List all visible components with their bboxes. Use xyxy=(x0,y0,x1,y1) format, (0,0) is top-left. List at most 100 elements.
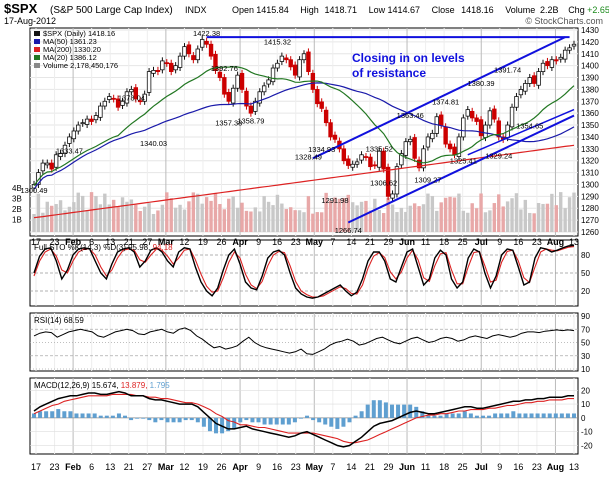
macd-histogram-bar xyxy=(462,411,467,418)
x-tick-label-top: 9 xyxy=(256,237,261,247)
candle-body xyxy=(62,144,68,154)
price-tick-label: 1430 xyxy=(581,26,599,35)
sto-legend: Full STO %K(14,3) %D(3) 95.98, 94.18 xyxy=(34,243,173,252)
candle-body xyxy=(169,62,174,72)
x-tick-label-bottom: 12 xyxy=(179,462,189,472)
x-tick-label-top: 25 xyxy=(458,237,468,247)
candle-body xyxy=(567,47,572,51)
volume-bar xyxy=(364,200,368,232)
quote-label: High xyxy=(300,5,319,15)
volume-bar xyxy=(435,210,439,232)
macd-histogram-bar xyxy=(268,417,273,425)
candle-body xyxy=(394,166,400,195)
volume-bar xyxy=(165,192,169,232)
x-tick-label-top: May xyxy=(306,237,324,247)
candle-body xyxy=(350,163,355,168)
volume-bar xyxy=(470,203,474,232)
x-tick-label-bottom: 29 xyxy=(383,462,393,472)
macd-histogram-bar xyxy=(226,417,231,432)
volume-bar xyxy=(262,196,266,232)
candle-body xyxy=(408,138,413,143)
legend-swatch xyxy=(34,55,40,60)
quote-value: 1418.16 xyxy=(461,5,494,15)
candle-body xyxy=(173,65,178,71)
candle-body xyxy=(399,153,404,166)
volume-bar xyxy=(107,204,111,232)
macd-tick-label: -10 xyxy=(581,428,593,437)
candle-body xyxy=(138,100,143,103)
macd-histogram-bar xyxy=(232,417,237,429)
volume-bar xyxy=(528,212,532,232)
macd-histogram-bar xyxy=(44,411,49,418)
volume-bar xyxy=(204,197,209,232)
price-annotation: 1415.32 xyxy=(264,37,291,46)
x-tick-label-bottom: 23 xyxy=(532,462,542,472)
macd-histogram-bar xyxy=(383,402,388,418)
volume-bar xyxy=(142,206,147,232)
candle-body xyxy=(230,87,236,104)
x-tick-label-bottom: 11 xyxy=(421,462,430,472)
volume-bar xyxy=(381,213,386,232)
x-tick-label-bottom: Feb xyxy=(65,462,82,472)
volume-bar xyxy=(191,192,196,232)
macd-histogram-bar xyxy=(323,417,328,425)
volume-bar xyxy=(443,197,448,232)
macd-histogram-bar xyxy=(468,413,473,418)
macd-histogram-bar xyxy=(414,406,419,418)
candle-body xyxy=(483,124,488,138)
quote-label: Chg xyxy=(568,5,585,15)
volume-bars xyxy=(32,192,576,232)
candle-body xyxy=(226,91,231,102)
macd-histogram-bar xyxy=(159,417,164,421)
legend-label: Volume 2,178,450,176 xyxy=(43,61,118,70)
volume-bar xyxy=(218,204,222,232)
macd-histogram-bar xyxy=(572,413,576,418)
volume-bar xyxy=(209,200,213,232)
candle-body xyxy=(120,100,125,106)
sto-d-line xyxy=(33,246,575,298)
volume-bar xyxy=(169,198,173,232)
candle-body xyxy=(377,150,382,168)
candle-body xyxy=(315,89,320,105)
volume-bar xyxy=(280,203,284,232)
volume-bar xyxy=(85,210,89,232)
volume-bar xyxy=(284,209,288,232)
rsi-tick-label: 70 xyxy=(581,325,590,334)
x-tick-label-top: 27 xyxy=(142,237,152,247)
price-annotation: 1340.03 xyxy=(140,139,167,148)
candle-body xyxy=(266,79,271,85)
candle-body xyxy=(80,122,85,125)
lower-channel-line xyxy=(347,114,575,224)
x-tick-label-top: 23 xyxy=(50,237,60,247)
price-annotation: 1329.24 xyxy=(485,152,512,161)
macd-line xyxy=(33,390,574,448)
candle-body xyxy=(222,77,227,95)
macd-histogram-bar xyxy=(98,415,103,418)
candle-body xyxy=(124,91,130,104)
volume-bar xyxy=(125,201,129,232)
rsi-panel xyxy=(29,312,579,372)
volume-bar xyxy=(541,203,545,232)
legend-swatch xyxy=(34,47,40,52)
volume-bar xyxy=(160,204,165,232)
price-annotation: 1335.52 xyxy=(366,144,393,153)
macd-histogram-bar xyxy=(438,415,443,418)
volume-bar xyxy=(45,201,49,232)
price-annotation: 1392.76 xyxy=(211,64,238,73)
candle-body xyxy=(151,70,156,74)
volume-bar xyxy=(187,201,191,232)
volume-bar xyxy=(36,193,41,232)
x-tick-label-bottom: 26 xyxy=(217,462,227,472)
macd-histogram-bar xyxy=(74,413,79,418)
x-tick-label-top: 16 xyxy=(513,237,523,247)
macd-histogram-bar xyxy=(402,404,407,418)
volume-tick-label: 3B xyxy=(12,195,22,204)
macd-histogram-bar xyxy=(353,415,358,418)
macd-histogram-bar xyxy=(177,417,182,423)
x-tick-label-bottom: May xyxy=(306,462,324,472)
ma50-line xyxy=(33,82,575,190)
price-tick-label: 1420 xyxy=(581,38,599,47)
volume-bar xyxy=(89,192,94,232)
stochastic-lines xyxy=(33,244,575,299)
macd-histogram-bar xyxy=(129,417,134,421)
